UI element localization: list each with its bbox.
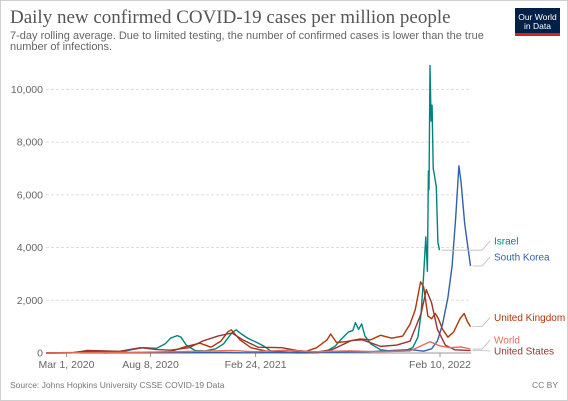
- legend-label-south-korea[interactable]: South Korea: [494, 252, 550, 263]
- logo-line-2: in Data: [524, 21, 551, 31]
- y-tick-label: 0: [37, 348, 43, 360]
- y-tick-label: 6,000: [17, 189, 43, 201]
- y-tick-label: 10,000: [11, 84, 43, 96]
- series-line-world[interactable]: [45, 341, 471, 354]
- legend-label-united-kingdom[interactable]: United Kingdom: [494, 313, 565, 324]
- legend-connector-world: [472, 339, 491, 350]
- series-line-south-korea[interactable]: [45, 165, 472, 354]
- x-tick-label: Feb 24, 2021: [225, 359, 287, 371]
- logo-line-1: Our World: [518, 12, 557, 22]
- x-tick-label: Aug 8, 2020: [122, 359, 179, 371]
- legend-connector-israel: [441, 240, 491, 251]
- source-note: Source: Johns Hopkins University CSSE CO…: [10, 380, 225, 390]
- gridlines: [46, 88, 471, 301]
- chart-title: Daily new confirmed COVID-19 cases per m…: [10, 7, 451, 28]
- x-axis: Mar 1, 2020 Aug 8, 2020 Feb 24, 2021 Feb 10…: [38, 352, 471, 371]
- y-tick-label: 2,000: [17, 295, 43, 307]
- license-link[interactable]: CC BY: [532, 380, 558, 390]
- legend-label-world[interactable]: World: [494, 336, 520, 347]
- series-line-united-states[interactable]: [45, 289, 471, 354]
- legend-label-israel[interactable]: Israel: [494, 237, 518, 248]
- chart-subtitle: 7-day rolling average. Due to limited te…: [10, 30, 484, 53]
- y-axis-tick-labels: 0 2,000 4,000 6,000 8,000 10,000: [11, 84, 43, 360]
- y-tick-label: 4,000: [17, 242, 43, 254]
- y-tick-label: 8,000: [17, 137, 43, 149]
- series-lines[interactable]: [45, 64, 472, 354]
- series-line-united-kingdom[interactable]: [45, 281, 472, 354]
- legend-connector-south-korea: [472, 256, 491, 267]
- series-line-israel[interactable]: [45, 64, 441, 354]
- legend-labels[interactable]: Israel South Korea United Kingdom WorldUnit…: [441, 237, 565, 358]
- line-chart[interactable]: 0 2,000 4,000 6,000 8,000 10,000 Mar 1, 2020 A…: [1, 1, 567, 376]
- owid-logo[interactable]: Our World in Data: [515, 8, 560, 36]
- x-tick-label: Feb 10, 2022: [409, 359, 471, 371]
- x-tick-label: Mar 1, 2020: [38, 359, 94, 371]
- legend-label-united-states[interactable]: United States: [494, 347, 554, 358]
- legend-connector-united-kingdom: [472, 317, 491, 328]
